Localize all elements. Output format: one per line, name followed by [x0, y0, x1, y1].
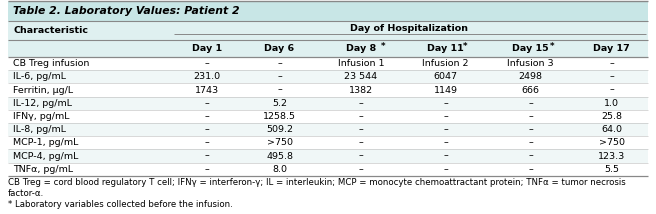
Text: Ferritin, μg/L: Ferritin, μg/L	[13, 86, 73, 95]
Text: Characteristic: Characteristic	[13, 26, 88, 35]
Text: 231.0: 231.0	[194, 72, 220, 81]
Text: 6047: 6047	[434, 72, 458, 81]
Text: * Laboratory variables collected before the infusion.: * Laboratory variables collected before …	[8, 200, 233, 209]
Text: –: –	[358, 138, 363, 147]
Text: *: *	[380, 42, 385, 51]
Text: MCP-1, pg/mL: MCP-1, pg/mL	[13, 138, 79, 147]
Text: –: –	[609, 72, 614, 81]
Text: –: –	[443, 165, 448, 174]
Bar	[8, 40, 648, 57]
Bar	[8, 70, 648, 83]
Bar	[8, 1, 648, 21]
Text: –: –	[443, 138, 448, 147]
Text: Day 8: Day 8	[346, 44, 376, 53]
Text: –: –	[205, 125, 209, 134]
Text: TNFα, pg/mL: TNFα, pg/mL	[13, 165, 73, 174]
Text: MCP-4, pg/mL: MCP-4, pg/mL	[13, 152, 79, 160]
Text: –: –	[609, 59, 614, 68]
Text: –: –	[205, 59, 209, 68]
Text: –: –	[528, 125, 533, 134]
Text: 64.0: 64.0	[602, 125, 623, 134]
Text: 123.3: 123.3	[598, 152, 625, 160]
Bar	[8, 83, 648, 97]
Text: Infusion 2: Infusion 2	[422, 59, 469, 68]
Text: Day of Hospitalization: Day of Hospitalization	[350, 24, 468, 33]
Text: –: –	[528, 112, 533, 121]
Text: 509.2: 509.2	[266, 125, 293, 134]
Text: CB Treg = cord blood regulatory T cell; IFNγ = interferon-γ; IL = interleukin; M: CB Treg = cord blood regulatory T cell; …	[8, 178, 626, 187]
Bar	[8, 21, 648, 40]
Text: –: –	[528, 165, 533, 174]
Bar	[8, 149, 648, 163]
Text: >750: >750	[266, 138, 293, 147]
Text: 1.0: 1.0	[604, 99, 619, 108]
Text: 23 544: 23 544	[344, 72, 377, 81]
Text: –: –	[609, 86, 614, 95]
Text: Day 17: Day 17	[594, 44, 630, 53]
Text: –: –	[528, 152, 533, 160]
Bar	[8, 163, 648, 176]
Text: IL-6, pg/mL: IL-6, pg/mL	[13, 72, 66, 81]
Text: Day 6: Day 6	[264, 44, 295, 53]
Text: 5.5: 5.5	[604, 165, 619, 174]
Text: –: –	[277, 59, 282, 68]
Text: Infusion 1: Infusion 1	[338, 59, 384, 68]
Text: 1743: 1743	[195, 86, 219, 95]
Text: Day 1: Day 1	[192, 44, 222, 53]
Text: *: *	[463, 42, 468, 51]
Text: –: –	[358, 112, 363, 121]
Bar	[8, 110, 648, 123]
Text: 1149: 1149	[434, 86, 458, 95]
Bar	[8, 97, 648, 110]
Text: –: –	[205, 165, 209, 174]
Text: 2498: 2498	[518, 72, 543, 81]
Bar	[8, 57, 648, 70]
Text: –: –	[277, 86, 282, 95]
Text: –: –	[358, 125, 363, 134]
Text: –: –	[528, 99, 533, 108]
Text: –: –	[358, 152, 363, 160]
Bar	[8, 123, 648, 136]
Text: Infusion 3: Infusion 3	[507, 59, 554, 68]
Text: *: *	[550, 42, 555, 51]
Text: –: –	[443, 112, 448, 121]
Text: 495.8: 495.8	[266, 152, 293, 160]
Text: –: –	[358, 165, 363, 174]
Text: 5.2: 5.2	[272, 99, 287, 108]
Text: –: –	[358, 99, 363, 108]
Text: 8.0: 8.0	[272, 165, 287, 174]
Text: Day 11: Day 11	[427, 44, 464, 53]
Text: Day 15: Day 15	[512, 44, 549, 53]
Text: IL-8, pg/mL: IL-8, pg/mL	[13, 125, 66, 134]
Text: IFNγ, pg/mL: IFNγ, pg/mL	[13, 112, 70, 121]
Text: –: –	[205, 112, 209, 121]
Text: 1258.5: 1258.5	[263, 112, 296, 121]
Bar	[8, 136, 648, 149]
Text: –: –	[205, 138, 209, 147]
Text: –: –	[205, 152, 209, 160]
Text: >750: >750	[599, 138, 625, 147]
Text: IL-12, pg/mL: IL-12, pg/mL	[13, 99, 72, 108]
Text: –: –	[277, 72, 282, 81]
Text: –: –	[443, 152, 448, 160]
Text: CB Treg infusion: CB Treg infusion	[13, 59, 89, 68]
Text: factor-α.: factor-α.	[8, 189, 44, 198]
Text: –: –	[443, 125, 448, 134]
Text: –: –	[443, 99, 448, 108]
Text: –: –	[528, 138, 533, 147]
Text: Table 2. Laboratory Values: Patient 2: Table 2. Laboratory Values: Patient 2	[13, 6, 239, 16]
Text: 1382: 1382	[349, 86, 373, 95]
Text: 25.8: 25.8	[602, 112, 623, 121]
Text: 666: 666	[522, 86, 539, 95]
Text: –: –	[205, 99, 209, 108]
